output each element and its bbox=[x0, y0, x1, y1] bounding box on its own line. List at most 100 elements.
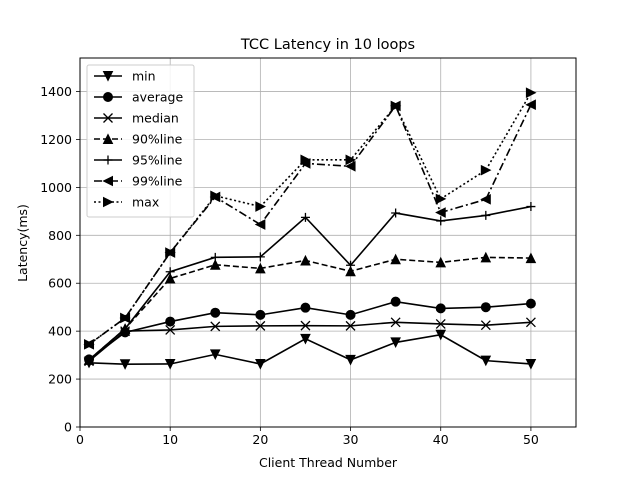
data-point bbox=[525, 99, 536, 111]
data-point bbox=[345, 154, 357, 166]
data-point bbox=[480, 302, 491, 313]
data-point bbox=[84, 355, 94, 365]
data-point bbox=[480, 164, 492, 176]
x-tick-label: 0 bbox=[76, 432, 84, 447]
data-point bbox=[435, 319, 446, 329]
legend-item: 95%line bbox=[94, 153, 183, 168]
data-point bbox=[209, 259, 221, 270]
data-point bbox=[345, 309, 356, 320]
legend-label: 99%line bbox=[132, 174, 183, 189]
legend-label: average bbox=[132, 90, 183, 105]
legend-box bbox=[86, 64, 195, 218]
data-point bbox=[165, 316, 176, 327]
x-tick-label: 40 bbox=[433, 432, 449, 447]
data-point bbox=[525, 252, 537, 264]
data-point bbox=[525, 317, 536, 328]
data-point bbox=[164, 272, 176, 284]
data-point bbox=[300, 320, 311, 331]
data-point bbox=[390, 253, 401, 265]
y-tick-label: 1400 bbox=[40, 84, 72, 99]
series-min bbox=[83, 329, 537, 370]
data-point bbox=[480, 251, 492, 263]
data-point bbox=[209, 349, 221, 361]
y-axis-label: Latency(ms) bbox=[15, 204, 30, 282]
data-point bbox=[255, 309, 266, 320]
legend-item: 99%line bbox=[94, 174, 183, 189]
data-point bbox=[390, 317, 401, 328]
data-point bbox=[210, 321, 221, 332]
x-tick-label: 30 bbox=[343, 432, 359, 447]
data-point bbox=[346, 260, 356, 270]
legend-item: min bbox=[94, 69, 156, 84]
data-point bbox=[255, 252, 265, 262]
legend-item: max bbox=[94, 195, 159, 210]
x-tick-label: 20 bbox=[252, 432, 268, 447]
data-point bbox=[210, 190, 221, 202]
data-point bbox=[255, 262, 266, 274]
data-point bbox=[480, 355, 492, 367]
data-point bbox=[525, 87, 537, 99]
axis-ticks: 0 10 20 30 40 50 0 200 400 600 800 1000 1200 1400 bbox=[40, 84, 539, 447]
chart-title: TCC Latency in 10 loops bbox=[240, 37, 415, 53]
data-point bbox=[345, 354, 356, 366]
y-tick-label: 600 bbox=[48, 276, 72, 291]
plot-frame bbox=[79, 57, 577, 428]
y-tick-label: 800 bbox=[48, 228, 72, 243]
data-point bbox=[300, 212, 310, 222]
series-line bbox=[88, 333, 531, 366]
data-point bbox=[210, 252, 220, 262]
data-point bbox=[436, 216, 446, 226]
y-tick-label: 1200 bbox=[40, 132, 72, 147]
data-point bbox=[435, 256, 447, 268]
legend-label: median bbox=[132, 111, 179, 126]
legend-label: 90%line bbox=[132, 132, 183, 147]
data-point bbox=[255, 320, 266, 331]
data-point bbox=[120, 324, 130, 334]
legend-marker bbox=[103, 196, 114, 208]
data-point bbox=[255, 358, 266, 370]
data-point bbox=[345, 265, 356, 277]
data-point bbox=[391, 208, 401, 218]
series-95%line bbox=[84, 202, 536, 365]
legend-item: average bbox=[94, 90, 183, 105]
data-point bbox=[525, 298, 536, 309]
y-tick-label: 0 bbox=[64, 420, 72, 435]
data-point bbox=[481, 210, 491, 220]
data-point bbox=[435, 207, 446, 218]
y-tick-label: 400 bbox=[48, 324, 72, 339]
legend-marker bbox=[102, 133, 114, 144]
x-axis-label: Client Thread Number bbox=[259, 455, 398, 470]
legend-marker bbox=[103, 92, 113, 102]
legend-label: min bbox=[132, 69, 156, 84]
data-point bbox=[119, 359, 131, 370]
data-point bbox=[165, 247, 176, 258]
series-layer bbox=[83, 87, 537, 370]
data-point bbox=[254, 219, 266, 230]
data-point bbox=[164, 358, 176, 370]
legend-item: 90%line bbox=[94, 132, 183, 147]
data-point bbox=[435, 329, 447, 341]
data-point bbox=[435, 193, 447, 205]
data-point bbox=[300, 254, 311, 266]
data-point bbox=[165, 324, 176, 335]
data-point bbox=[525, 358, 537, 370]
data-point bbox=[344, 160, 356, 172]
data-point bbox=[120, 312, 131, 324]
y-tick-label: 1000 bbox=[40, 180, 72, 195]
data-point bbox=[390, 100, 402, 112]
legend-marker bbox=[103, 155, 113, 165]
data-point bbox=[300, 154, 312, 166]
legend-item: median bbox=[94, 111, 179, 126]
data-point bbox=[300, 302, 311, 313]
series-max bbox=[84, 87, 537, 350]
data-point bbox=[165, 267, 175, 277]
data-point bbox=[390, 337, 401, 349]
series-median bbox=[84, 317, 536, 367]
data-point bbox=[526, 202, 536, 212]
data-point bbox=[435, 303, 446, 314]
data-point bbox=[480, 194, 491, 205]
data-point bbox=[84, 339, 95, 350]
x-tick-label: 50 bbox=[523, 432, 539, 447]
